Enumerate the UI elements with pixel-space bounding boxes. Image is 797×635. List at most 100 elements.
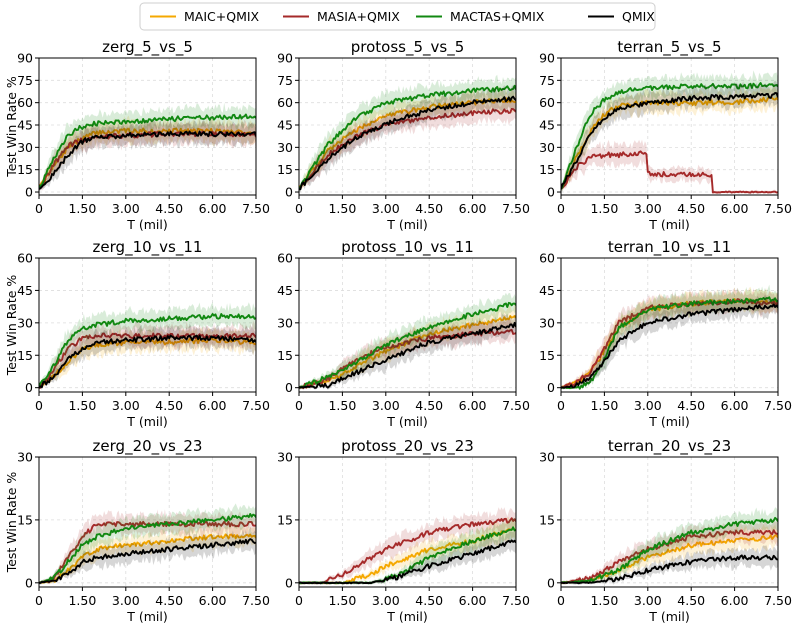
- series-band-MASIA+QMIX: [299, 97, 516, 191]
- x-tick-label: 1.50: [68, 593, 96, 608]
- x-tick-label: 0: [557, 398, 565, 413]
- panel-zerg_20_vs_23: 0 15 30 0 1.50 3.00 4.50 6.00 7.50 zerg_20_vs_23 T…: [4, 437, 270, 624]
- x-tick-label: 1.50: [590, 593, 618, 608]
- y-tick-label: 45: [539, 118, 555, 133]
- y-tick-label: 15: [17, 512, 33, 527]
- y-tick-label: 0: [285, 380, 293, 395]
- series-band-MAIC+QMIX: [561, 86, 778, 191]
- y-tick-label: 30: [277, 315, 293, 330]
- y-tick-label: 30: [17, 450, 33, 465]
- x-tick-label: 1.50: [328, 593, 356, 608]
- x-tick-label: 4.50: [677, 398, 705, 413]
- y-tick-label: 60: [17, 95, 33, 110]
- y-tick-label: 30: [17, 315, 33, 330]
- x-tick-label: 6.00: [721, 201, 749, 216]
- x-tick-label: 6.00: [199, 398, 227, 413]
- legend-label: QMIX: [622, 9, 655, 24]
- x-tick-label: 6.00: [721, 398, 749, 413]
- series-line-QMIX: [299, 321, 516, 389]
- series-line-MAIC+QMIX: [299, 315, 516, 389]
- x-tick-label: 3.00: [634, 201, 662, 216]
- series-group: [39, 102, 256, 191]
- y-tick-label: 15: [539, 162, 555, 177]
- panel-title: zerg_20_vs_23: [93, 437, 203, 456]
- x-tick-label: 1.50: [68, 201, 96, 216]
- series-line-QMIX: [561, 303, 778, 389]
- series-line-MAIC+QMIX: [39, 533, 256, 584]
- series-line-MACTAS+QMIX: [561, 296, 778, 390]
- panel-title: terran_10_vs_11: [608, 238, 731, 257]
- x-axis-label: T (mil): [648, 414, 690, 429]
- x-tick-label: 1.50: [328, 201, 356, 216]
- series-line-MACTAS+QMIX: [39, 113, 256, 190]
- series-line-MACTAS+QMIX: [299, 84, 516, 190]
- x-tick-label: 1.50: [590, 201, 618, 216]
- x-tick-label: 0: [557, 593, 565, 608]
- series-band-MACTAS+QMIX: [299, 517, 516, 585]
- plot-frame: [298, 57, 517, 196]
- y-tick-label: 15: [17, 348, 33, 363]
- y-tick-label: 0: [25, 575, 33, 590]
- panels: 0 15 30 45 60 75 90 0 1.50 3.00 4.50 6.00 7.50 zerg_5…: [4, 38, 792, 624]
- series-band-MAIC+QMIX: [561, 524, 778, 585]
- x-tick-label: 1.50: [590, 398, 618, 413]
- series-band-MAIC+QMIX: [39, 326, 256, 389]
- x-tick-label: 1.50: [68, 398, 96, 413]
- y-tick-label: 0: [547, 575, 555, 590]
- series-line-MACTAS+QMIX: [561, 82, 778, 190]
- series-line-QMIX: [299, 95, 516, 191]
- y-tick-label: 60: [277, 251, 293, 266]
- legend-label: MASIA+QMIX: [317, 9, 400, 24]
- panel-zerg_5_vs_5: 0 15 30 45 60 75 90 0 1.50 3.00 4.50 6.00 7.50 zerg_5…: [4, 38, 270, 232]
- series-line-MACTAS+QMIX: [39, 513, 256, 584]
- panel-terran_5_vs_5: 0 15 30 45 60 75 90 0 1.50 3.00 4.50 6.00 7.50 terran…: [539, 38, 792, 232]
- y-tick-label: 0: [547, 185, 555, 200]
- panel-title: protoss_20_vs_23: [341, 437, 474, 456]
- x-tick-label: 7.50: [764, 398, 792, 413]
- x-tick-label: 0: [35, 398, 43, 413]
- series-band-QMIX: [299, 312, 516, 390]
- legend-frame: [139, 2, 656, 31]
- x-tick-label: 4.50: [155, 593, 183, 608]
- x-tick-label: 7.50: [502, 398, 530, 413]
- series-group: [39, 302, 256, 390]
- y-tick-label: 30: [539, 450, 555, 465]
- x-tick-label: 0: [295, 201, 303, 216]
- y-axis-label: Test Win Rate %: [4, 472, 19, 574]
- series-line-QMIX: [39, 538, 256, 584]
- x-tick-label: 3.00: [112, 398, 140, 413]
- y-tick-label: 0: [285, 575, 293, 590]
- x-tick-label: 1.50: [328, 398, 356, 413]
- x-tick-label: 3.00: [372, 201, 400, 216]
- x-tick-label: 0: [35, 201, 43, 216]
- series-band-MASIA+QMIX: [39, 509, 256, 585]
- x-axis-label: T (mil): [126, 609, 168, 624]
- x-tick-label: 4.50: [155, 201, 183, 216]
- x-tick-label: 6.00: [199, 201, 227, 216]
- x-tick-label: 4.50: [677, 593, 705, 608]
- y-tick-label: 75: [17, 73, 33, 88]
- x-axis-label: T (mil): [386, 217, 428, 232]
- x-axis-label: T (mil): [386, 414, 428, 429]
- plot-frame: [298, 257, 517, 393]
- x-axis-label: T (mil): [386, 609, 428, 624]
- y-tick-label: 0: [25, 380, 33, 395]
- legend-label: MACTAS+QMIX: [450, 9, 545, 24]
- x-tick-label: 7.50: [242, 593, 270, 608]
- y-tick-label: 60: [539, 251, 555, 266]
- series-group: [299, 292, 516, 391]
- plot-frame: [38, 257, 257, 393]
- x-tick-label: 4.50: [415, 398, 443, 413]
- series-line-MASIA+QMIX: [299, 108, 516, 190]
- plot-frame: [38, 456, 257, 588]
- series-band-MAIC+QMIX: [299, 517, 516, 585]
- panel-protoss_5_vs_5: 0 15 30 45 60 75 90 0 1.50 3.00 4.50 6.00 7.50 protos…: [277, 38, 530, 232]
- y-tick-label: 75: [539, 73, 555, 88]
- y-tick-label: 15: [539, 512, 555, 527]
- x-tick-label: 6.00: [199, 593, 227, 608]
- series-line-QMIX: [561, 554, 778, 585]
- series-line-MACTAS+QMIX: [561, 516, 778, 584]
- y-tick-label: 75: [277, 73, 293, 88]
- x-tick-label: 0: [295, 398, 303, 413]
